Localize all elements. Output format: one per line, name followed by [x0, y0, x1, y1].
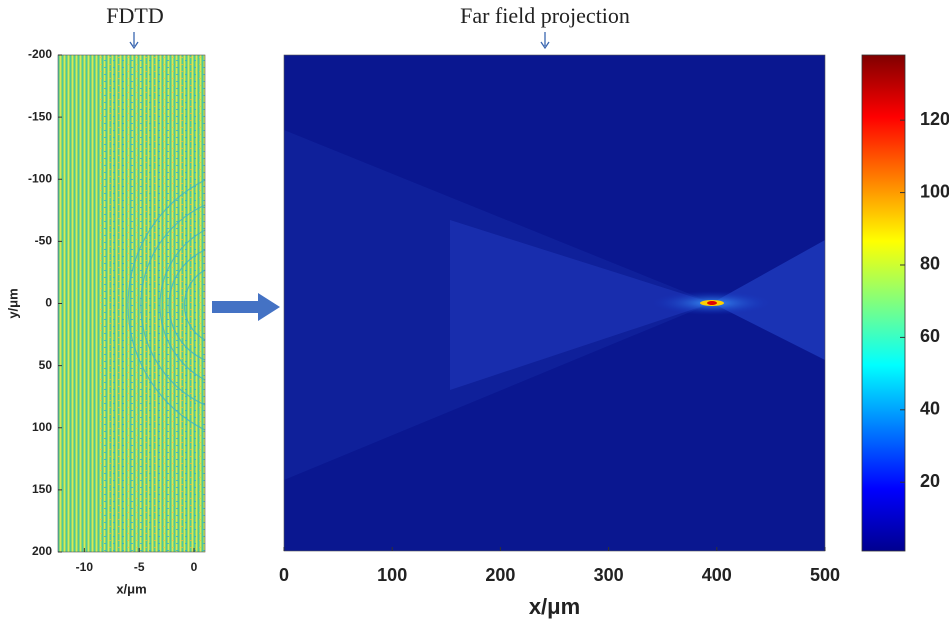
- farfield-image: [284, 32, 825, 551]
- colorbar-tick-label: 60: [920, 326, 940, 346]
- x-tick-label: 0: [279, 565, 289, 585]
- y-tick-label: 200: [32, 544, 52, 558]
- plot-frame: [283, 54, 826, 552]
- colorbar-tick-label: 20: [920, 471, 940, 491]
- x-tick-label: 300: [594, 565, 624, 585]
- y-tick-label: -150: [28, 109, 52, 123]
- x-axis-label: x/μm: [116, 581, 146, 596]
- colorbar-tick-label: 100: [920, 181, 949, 201]
- colorbar-tick-label: 40: [920, 399, 940, 419]
- y-tick-label: 150: [32, 482, 52, 496]
- x-tick-label: -10: [76, 560, 94, 574]
- y-tick-label: 100: [32, 420, 52, 434]
- x-tick-label: 200: [485, 565, 515, 585]
- y-axis-label: y/μm: [5, 288, 20, 318]
- x-tick-label: 500: [810, 565, 840, 585]
- chart-title: Far field projection: [460, 3, 630, 28]
- y-tick-label: -50: [35, 234, 53, 248]
- transfer-arrow: [212, 293, 280, 321]
- colorbar-tick-label: 120: [920, 109, 949, 129]
- y-tick-label: -200: [28, 47, 52, 61]
- y-tick-label: 50: [39, 358, 53, 372]
- x-tick-label: 400: [702, 565, 732, 585]
- chart-title: FDTD: [106, 3, 163, 28]
- colorbar: [861, 54, 906, 552]
- x-tick-label: 100: [377, 565, 407, 585]
- colorbar-tick-label: 80: [920, 254, 940, 274]
- y-tick-label: 0: [45, 296, 52, 310]
- x-axis-label: x/μm: [529, 594, 580, 619]
- fdtd-image: [58, 32, 206, 552]
- x-tick-label: -5: [134, 560, 145, 574]
- y-tick-label: -100: [28, 171, 52, 185]
- x-tick-label: 0: [191, 560, 198, 574]
